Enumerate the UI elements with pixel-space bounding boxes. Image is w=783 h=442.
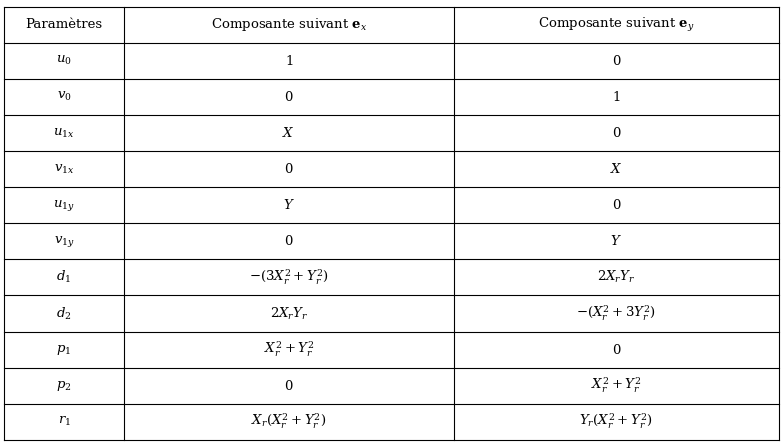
Text: $2X_rY_r$: $2X_rY_r$ (597, 269, 636, 286)
Text: $Y_r(X_r^2+Y_r^2)$: $Y_r(X_r^2+Y_r^2)$ (579, 412, 653, 431)
Text: $v_{1x}$: $v_{1x}$ (54, 163, 74, 175)
Text: $1$: $1$ (612, 90, 620, 104)
Text: $0$: $0$ (612, 343, 621, 357)
Text: $-(X_r^2+3Y_r^2)$: $-(X_r^2+3Y_r^2)$ (576, 304, 656, 323)
Text: Composante suivant $\mathbf{e}_y$: Composante suivant $\mathbf{e}_y$ (538, 15, 695, 34)
Text: $u_{1y}$: $u_{1y}$ (53, 198, 75, 213)
Text: $X_r^2+Y_r^2$: $X_r^2+Y_r^2$ (264, 340, 314, 359)
Text: $1$: $1$ (284, 54, 293, 68)
Text: $p_2$: $p_2$ (56, 379, 72, 392)
Text: $u_{1x}$: $u_{1x}$ (53, 126, 74, 140)
Text: Paramètres: Paramètres (25, 18, 103, 31)
Text: $0$: $0$ (612, 54, 621, 68)
Text: $v_{1y}$: $v_{1y}$ (53, 234, 74, 249)
Text: $0$: $0$ (612, 198, 621, 212)
Text: $X_r(X_r^2+Y_r^2)$: $X_r(X_r^2+Y_r^2)$ (251, 412, 327, 431)
Text: $0$: $0$ (284, 90, 294, 104)
Text: $d_1$: $d_1$ (56, 269, 71, 286)
Text: $Y$: $Y$ (283, 198, 294, 212)
Text: $r_1$: $r_1$ (57, 415, 70, 428)
Text: $p_1$: $p_1$ (56, 343, 71, 357)
Text: $0$: $0$ (284, 379, 294, 392)
Text: $-(3X_r^2+Y_r^2)$: $-(3X_r^2+Y_r^2)$ (249, 268, 329, 287)
Text: $0$: $0$ (612, 126, 621, 140)
Text: $X$: $X$ (610, 162, 622, 176)
Text: $v_0$: $v_0$ (56, 90, 71, 103)
Text: $X$: $X$ (283, 126, 295, 140)
Text: $u_0$: $u_0$ (56, 54, 72, 67)
Text: $Y$: $Y$ (611, 234, 622, 248)
Text: $0$: $0$ (284, 234, 294, 248)
Text: $0$: $0$ (284, 162, 294, 176)
Text: Composante suivant $\mathbf{e}_x$: Composante suivant $\mathbf{e}_x$ (211, 16, 367, 33)
Text: $X_r^2+Y_r^2$: $X_r^2+Y_r^2$ (591, 376, 641, 395)
Text: $d_2$: $d_2$ (56, 305, 72, 321)
Text: $2X_rY_r$: $2X_rY_r$ (269, 305, 308, 321)
